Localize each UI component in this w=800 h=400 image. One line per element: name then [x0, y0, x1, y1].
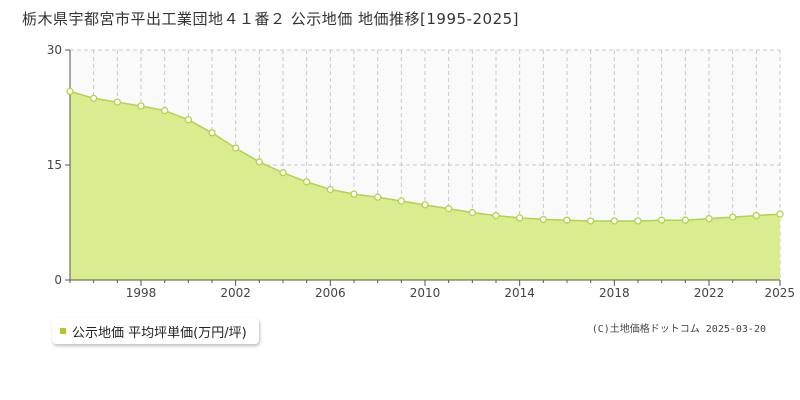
x-tick-label: 2025: [764, 286, 795, 300]
x-tick-label: 2002: [220, 286, 251, 300]
data-point: [421, 201, 429, 209]
legend: 公示地価 平均坪単価(万円/坪): [52, 318, 259, 344]
x-tick-label: 2014: [504, 286, 535, 300]
data-point: [350, 190, 358, 198]
data-point: [255, 158, 263, 166]
data-point: [397, 197, 405, 205]
data-point: [776, 210, 784, 218]
data-point: [610, 217, 618, 225]
data-point: [445, 205, 453, 213]
credit-text: (C)土地価格ドットコム 2025-03-20: [591, 324, 766, 335]
y-tick-label: 0: [54, 273, 62, 287]
legend-label: 公示地価 平均坪単価(万円/坪): [72, 325, 247, 341]
data-point: [563, 216, 571, 224]
chart-title: 栃木県宇都宮市平出工業団地４１番２ 公示地価 地価推移[1995-2025]: [22, 10, 520, 28]
data-point: [374, 193, 382, 201]
data-point: [752, 211, 760, 220]
data-point: [137, 102, 145, 110]
data-point: [587, 217, 595, 225]
data-point: [516, 214, 524, 222]
x-tick-label: 2010: [410, 286, 441, 300]
data-point: [658, 216, 666, 224]
data-point: [90, 94, 98, 102]
data-point: [326, 185, 334, 194]
data-point: [705, 215, 713, 223]
data-point: [279, 169, 287, 177]
data-point: [161, 106, 169, 115]
data-point: [208, 129, 216, 137]
data-point: [113, 98, 121, 106]
data-point: [468, 208, 476, 217]
data-point: [492, 211, 500, 220]
data-point: [681, 216, 689, 224]
data-point: [232, 144, 240, 152]
data-point: [184, 116, 192, 124]
x-tick-label: 2018: [599, 286, 630, 300]
data-point: [539, 215, 547, 224]
y-tick-label: 30: [47, 43, 62, 57]
y-tick-label: 15: [47, 158, 62, 172]
data-point: [66, 87, 74, 96]
x-tick-label: 2022: [694, 286, 725, 300]
data-point: [634, 217, 642, 225]
x-tick-label: 2006: [315, 286, 346, 300]
x-tick-label: 1998: [126, 286, 157, 300]
data-point: [729, 213, 737, 221]
series-area: [70, 91, 780, 281]
legend-swatch-icon: [60, 328, 66, 334]
data-point: [303, 178, 311, 186]
